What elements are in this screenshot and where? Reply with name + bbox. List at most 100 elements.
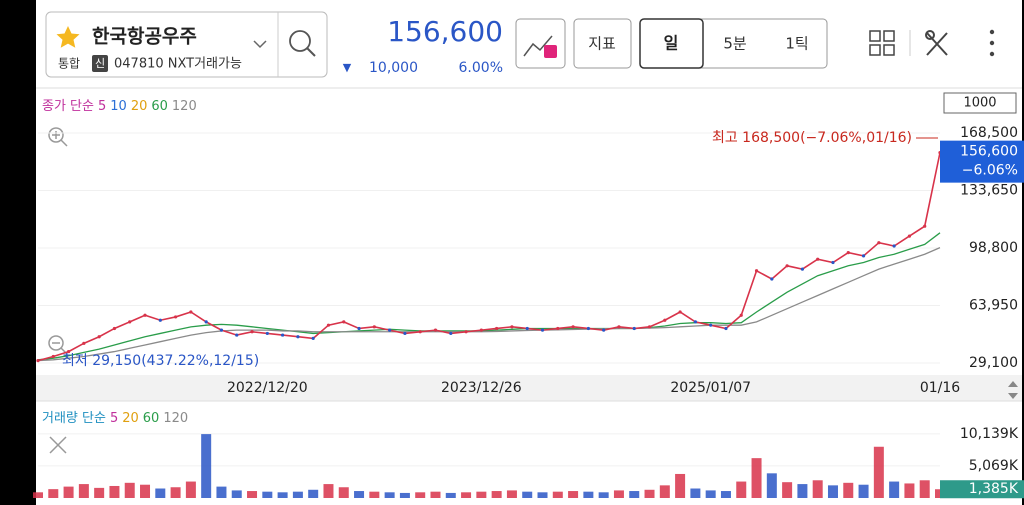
volume-bar: [33, 492, 43, 498]
price-point: [571, 325, 575, 329]
legend-title: 거래량 단순: [42, 411, 106, 426]
y-tick-label: 168,500: [960, 125, 1018, 141]
scroll-arrows[interactable]: [1008, 381, 1018, 399]
period-tick[interactable]: 1틱: [785, 35, 808, 53]
close-volume[interactable]: [49, 436, 67, 454]
legend-item: 10: [110, 99, 127, 114]
chart-icon: [523, 35, 553, 57]
price-point: [143, 313, 147, 317]
volume-bar: [170, 487, 181, 498]
change-mark: ▼: [343, 61, 352, 74]
indicator-label: 지표: [588, 35, 616, 53]
volume-bar: [476, 491, 487, 498]
price-point: [388, 328, 392, 332]
view-count-box[interactable]: [943, 92, 1017, 114]
period-5min[interactable]: 5분: [723, 35, 747, 53]
y-tick-label: 5,069K: [969, 458, 1019, 474]
layout-icon[interactable]: [869, 30, 895, 56]
volume-bar: [94, 487, 105, 498]
volume-bar: [812, 480, 823, 498]
volume-bar: [537, 492, 548, 498]
price-point: [770, 277, 774, 281]
search-icon[interactable]: [289, 30, 311, 52]
price-point: [877, 241, 881, 245]
volume-bar: [675, 473, 686, 498]
volume-bar: [415, 492, 426, 498]
x-tick-label: 2023/12/26: [441, 380, 522, 396]
badge-bg: [92, 55, 108, 72]
price-point: [311, 336, 315, 340]
volume-bar: [277, 492, 288, 498]
volume-bar: [48, 489, 59, 498]
price-point: [97, 335, 101, 339]
price-point: [281, 333, 285, 337]
stock-selector[interactable]: 한국항공우주 통합 신 047810 NXT거래가능: [45, 11, 328, 78]
indicator-button[interactable]: [573, 18, 632, 69]
volume-bar: [63, 486, 74, 498]
volume-bar: [736, 481, 747, 498]
volume-bar: [399, 492, 410, 498]
volume-bar: [338, 487, 349, 498]
price-point: [724, 326, 728, 331]
change-pct: 6.00%: [459, 60, 503, 76]
price-point: [800, 267, 805, 271]
volume-bar: [873, 446, 884, 498]
moving-average: [37, 232, 941, 361]
legend-item: 60: [151, 99, 168, 114]
zoom-in[interactable]: [48, 127, 68, 147]
price-point: [479, 328, 483, 332]
chart-type-button[interactable]: [515, 18, 566, 69]
volume-bar: [904, 483, 915, 498]
price-point: [128, 320, 132, 324]
volume-bar: [598, 492, 609, 498]
low-annotation: 최저 29,150(437.22%,12/15): [62, 353, 259, 369]
view-count: 1000: [963, 96, 996, 111]
price-point: [663, 318, 667, 322]
volume-bar: [568, 491, 579, 498]
price-point: [678, 310, 682, 314]
volume-bar: [201, 434, 212, 498]
x-tick-label: 2022/12/20: [227, 380, 308, 396]
legend-item: 20: [131, 99, 148, 114]
volume-bar: [644, 489, 655, 498]
stock-code: 047810 NXT거래가능: [114, 57, 242, 72]
more-icon[interactable]: [989, 29, 995, 57]
price-point: [418, 330, 422, 334]
volume-bar: [109, 485, 120, 498]
volume-bar: [369, 491, 380, 498]
volume-bar: [782, 482, 793, 498]
favorite-star[interactable]: [56, 26, 80, 48]
price-line: [37, 152, 941, 362]
market: 통합: [58, 57, 80, 71]
volume-bar: [185, 481, 196, 498]
price-point: [219, 328, 224, 332]
price-point: [296, 335, 300, 339]
y-tick-label: 10,139K: [960, 426, 1019, 442]
volume-bar: [720, 491, 731, 498]
price-point: [464, 330, 468, 334]
volume-bar: [491, 491, 502, 498]
volume-bar: [797, 484, 808, 498]
period-day[interactable]: 일: [664, 34, 679, 53]
badge: 신: [95, 57, 105, 70]
volume-bar: [889, 481, 900, 498]
volume-bar: [461, 492, 472, 498]
volume-bar: [506, 490, 517, 498]
volume-tag: [940, 480, 1024, 499]
price-tag-change: −6.06%: [962, 163, 1018, 179]
settings-icon[interactable]: [925, 30, 948, 56]
price-point: [204, 320, 208, 324]
chevron[interactable]: [253, 40, 267, 49]
volume-bar: [430, 491, 441, 498]
selector-box[interactable]: [45, 11, 328, 78]
period-selected[interactable]: [639, 18, 704, 69]
volume-bar: [216, 486, 227, 498]
volume-bar: [583, 491, 594, 498]
volume-bar: [292, 491, 303, 498]
price-point: [739, 313, 743, 317]
price-tag-value: 156,600: [960, 144, 1018, 160]
volume-tag-label: 1,385K: [969, 481, 1019, 497]
price-point: [449, 331, 453, 336]
price-point: [785, 264, 789, 268]
